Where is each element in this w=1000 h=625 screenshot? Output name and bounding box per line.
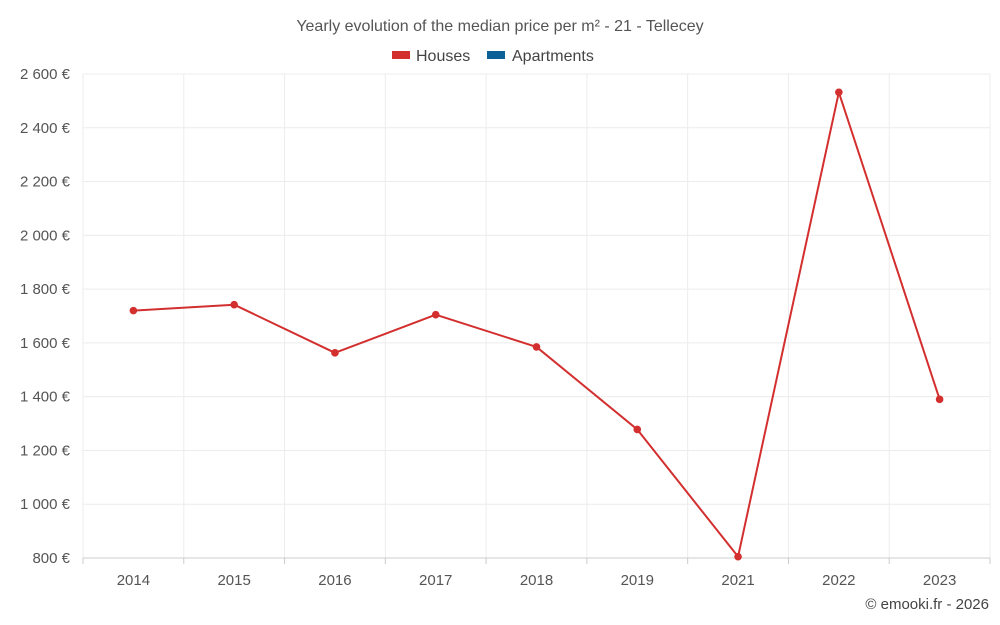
data-point-houses[interactable]: [935, 395, 944, 404]
series-houses: [129, 88, 944, 561]
data-point-houses[interactable]: [230, 300, 238, 309]
x-tick-label: 2019: [621, 572, 654, 589]
data-point-houses[interactable]: [734, 552, 742, 561]
series-line-houses: [133, 91, 941, 558]
legend-label-houses: Houses: [416, 48, 470, 65]
chart-title: Yearly evolution of the median price per…: [296, 18, 703, 35]
legend-swatch-apartments: [487, 51, 505, 59]
legend-item-houses[interactable]: Houses: [392, 48, 470, 65]
x-tick-label: 2023: [923, 572, 956, 589]
gridlines: [82, 73, 991, 558]
x-tick-label: 2017: [419, 572, 452, 589]
x-tick-label: 2016: [318, 572, 351, 589]
legend-swatch-houses: [392, 51, 410, 59]
data-point-houses[interactable]: [331, 349, 339, 357]
credit-text: © emooki.fr - 2026: [865, 596, 989, 613]
x-tick-label: 2022: [822, 572, 855, 589]
y-tick-label: 800 €: [32, 550, 70, 567]
data-point-houses[interactable]: [431, 310, 440, 319]
y-tick-label: 2 200 €: [20, 174, 71, 191]
x-tick-label: 2014: [117, 572, 150, 589]
y-tick-label: 1 000 €: [20, 496, 71, 513]
data-point-houses[interactable]: [129, 306, 138, 315]
x-tick-label: 2018: [520, 572, 553, 589]
x-axis-ticks: 2014 2015 2016 2017 2018 2019 2021 2022 2023: [117, 572, 957, 589]
y-tick-label: 1 200 €: [20, 442, 71, 459]
y-tick-label: 1 800 €: [20, 281, 71, 298]
data-point-houses[interactable]: [532, 343, 541, 351]
x-tick-label: 2021: [721, 572, 754, 589]
y-tick-label: 2 400 €: [20, 120, 71, 137]
axes: [82, 557, 991, 564]
y-tick-label: 1 400 €: [20, 389, 71, 406]
y-tick-label: 2 000 €: [20, 227, 71, 244]
legend-label-apartments: Apartments: [512, 48, 594, 65]
legend: Houses Apartments: [392, 48, 594, 65]
y-axis-ticks: 800 € 1 000 € 1 200 € 1 400 € 1 600 € 1 800 €…: [20, 66, 71, 567]
data-point-houses[interactable]: [835, 88, 843, 97]
y-tick-label: 1 600 €: [20, 335, 71, 352]
x-tick-label: 2015: [217, 572, 250, 589]
y-tick-label: 2 600 €: [20, 66, 71, 83]
data-point-houses[interactable]: [633, 425, 642, 434]
legend-item-apartments[interactable]: Apartments: [487, 48, 594, 65]
